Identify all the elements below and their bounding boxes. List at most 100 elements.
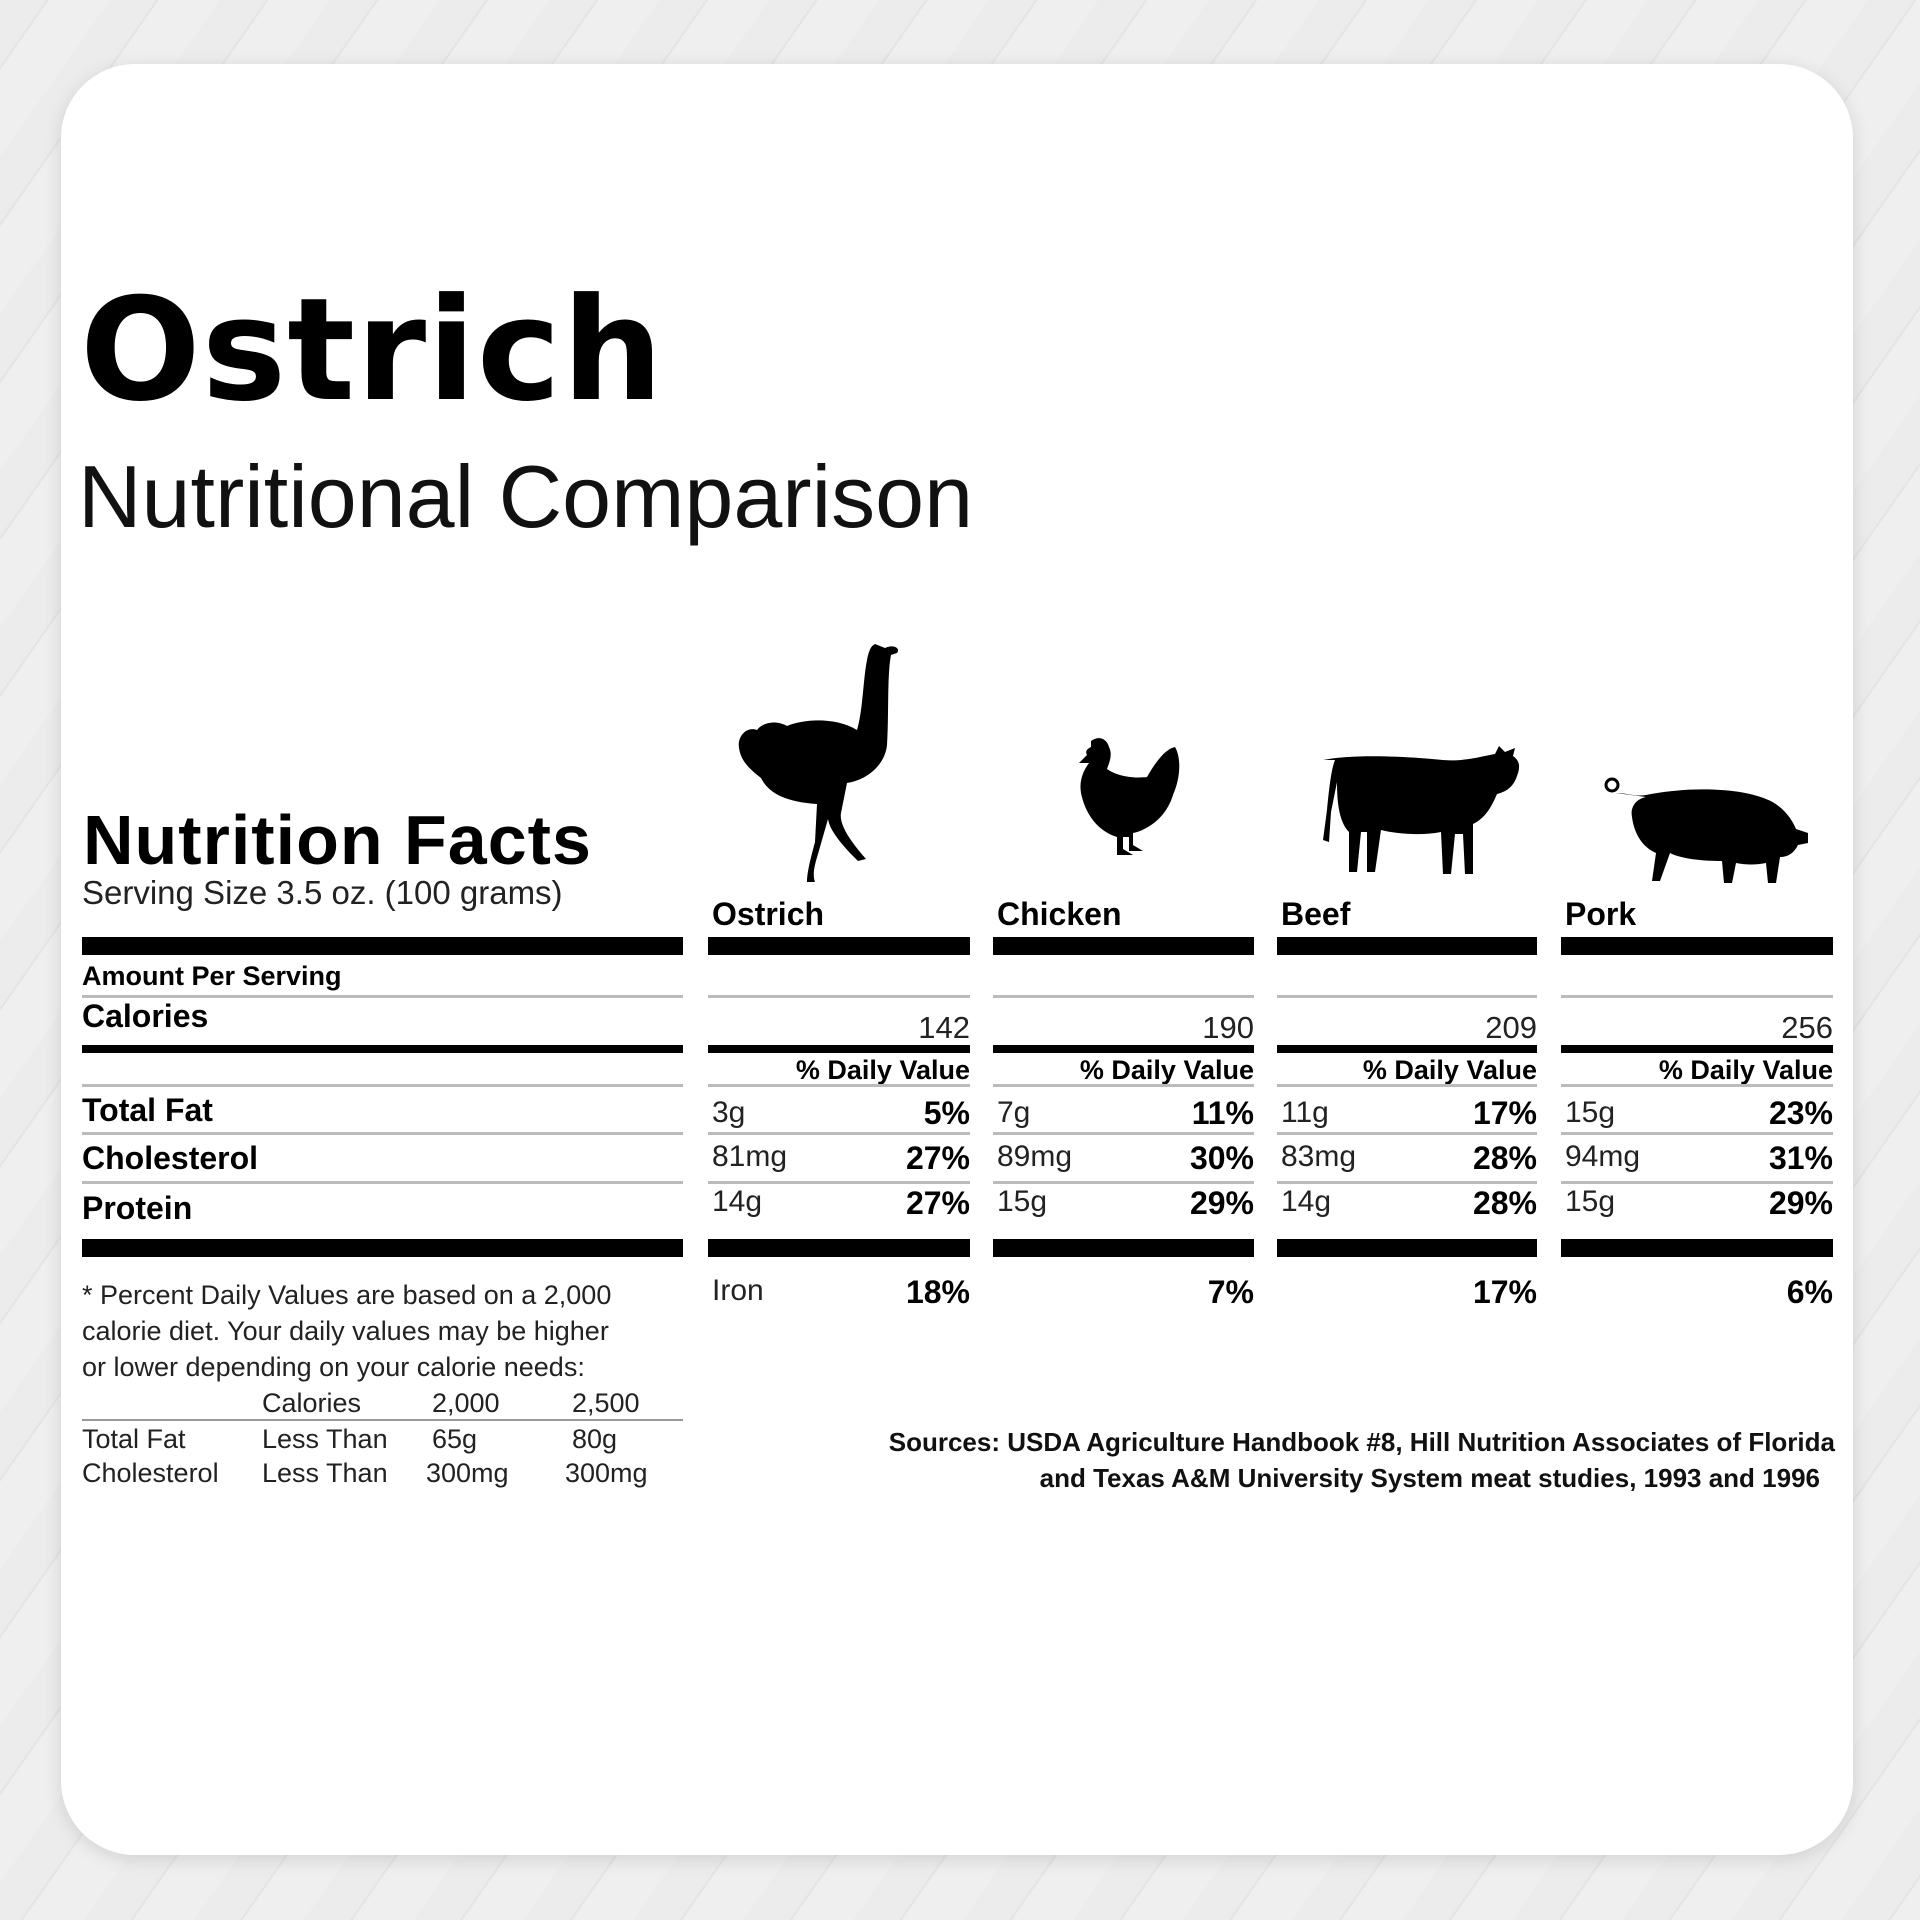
cholesterol-amount: 89mg xyxy=(997,1140,1073,1173)
total-fat-percent: 23% xyxy=(1768,1095,1833,1131)
cholesterol-percent: 28% xyxy=(1472,1140,1537,1176)
column-header: Chicken xyxy=(997,896,1122,932)
divider-medium xyxy=(1277,1045,1537,1053)
cholesterol-percent: 30% xyxy=(1189,1140,1254,1176)
divider xyxy=(1561,1084,1833,1087)
calories-value: 190 xyxy=(1202,1010,1254,1045)
row-label-total-fat: Total Fat xyxy=(82,1092,213,1128)
dv-table-cell: Less Than xyxy=(262,1458,388,1488)
column-pork: Pork 256 % Daily Value 15g 23% 94mg 31% … xyxy=(1561,0,1833,1920)
divider xyxy=(82,1084,683,1087)
iron-percent: 17% xyxy=(1472,1274,1537,1310)
divider xyxy=(708,1084,970,1087)
sources-line: and Texas A&M University System meat stu… xyxy=(1039,1463,1820,1493)
divider-thick xyxy=(993,937,1254,955)
divider xyxy=(1561,995,1833,998)
daily-value-label: % Daily Value xyxy=(1658,1055,1833,1085)
divider xyxy=(1277,995,1537,998)
dv-table-cell: 65g xyxy=(432,1424,478,1454)
dv-table-cell: Total Fat xyxy=(82,1424,186,1454)
protein-percent: 27% xyxy=(905,1185,970,1221)
cow-icon xyxy=(1323,746,1520,874)
footnote-line: * Percent Daily Values are based on a 2,… xyxy=(82,1280,612,1310)
divider-thick xyxy=(1561,1239,1833,1257)
protein-amount: 14g xyxy=(712,1185,763,1218)
divider-thick xyxy=(708,937,970,955)
dv-table-cell: 80g xyxy=(572,1424,618,1454)
serving-size: Serving Size 3.5 oz. (100 grams) xyxy=(82,874,563,911)
protein-percent: 29% xyxy=(1189,1185,1254,1221)
cholesterol-percent: 27% xyxy=(905,1140,970,1176)
total-fat-amount: 11g xyxy=(1281,1096,1329,1129)
row-label-calories: Calories xyxy=(82,998,209,1034)
daily-value-label: % Daily Value xyxy=(1362,1055,1537,1085)
sources-line: Sources: USDA Agriculture Handbook #8, H… xyxy=(888,1427,1835,1457)
total-fat-percent: 11% xyxy=(1191,1095,1254,1131)
divider-thick xyxy=(82,937,683,955)
divider xyxy=(82,1181,683,1184)
divider-thick xyxy=(1277,937,1537,955)
divider-thick xyxy=(708,1239,970,1257)
cholesterol-amount: 81mg xyxy=(712,1140,788,1173)
divider-medium xyxy=(708,1045,970,1053)
card xyxy=(61,64,1853,1855)
column-header: Ostrich xyxy=(712,896,825,932)
dv-table-cell: Less Than xyxy=(262,1424,388,1454)
calories-value: 142 xyxy=(918,1010,970,1045)
row-label-protein: Protein xyxy=(82,1190,193,1226)
divider xyxy=(993,1132,1254,1135)
protein-amount: 15g xyxy=(1565,1185,1616,1218)
dv-table-header: 2,500 xyxy=(572,1388,640,1418)
divider xyxy=(708,1132,970,1135)
total-fat-percent: 17% xyxy=(1472,1095,1537,1131)
divider xyxy=(1561,1181,1833,1184)
divider-medium xyxy=(82,1045,683,1053)
divider-thick xyxy=(1561,937,1833,955)
divider xyxy=(82,1132,683,1135)
row-label-cholesterol: Cholesterol xyxy=(82,1140,259,1176)
divider-thick xyxy=(82,1239,683,1257)
cholesterol-amount: 94mg xyxy=(1565,1140,1641,1173)
divider xyxy=(1561,1132,1833,1135)
total-fat-amount: 7g xyxy=(997,1096,1031,1129)
total-fat-amount: 3g xyxy=(712,1096,746,1129)
divider xyxy=(993,995,1254,998)
page-subtitle: Nutritional Comparison xyxy=(78,447,974,546)
column-header: Pork xyxy=(1565,896,1637,932)
calories-value: 209 xyxy=(1485,1010,1537,1045)
dv-table-cell: 300mg xyxy=(565,1458,648,1488)
footnote-line: calorie diet. Your daily values may be h… xyxy=(82,1316,609,1346)
pig-icon xyxy=(1604,777,1808,883)
divider-medium xyxy=(1561,1045,1833,1053)
iron-label: Iron xyxy=(712,1274,764,1307)
column-header: Beef xyxy=(1281,896,1351,932)
total-fat-percent: 5% xyxy=(923,1095,970,1131)
divider-medium xyxy=(993,1045,1254,1053)
divider xyxy=(1277,1084,1537,1087)
divider xyxy=(708,995,970,998)
dv-table-header: 2,000 xyxy=(432,1388,500,1418)
divider-thick xyxy=(993,1239,1254,1257)
divider xyxy=(708,1181,970,1184)
protein-percent: 28% xyxy=(1472,1185,1537,1221)
column-chicken: Chicken 190 % Daily Value 7g 11% 89mg 30… xyxy=(993,0,1254,1920)
daily-value-label: % Daily Value xyxy=(795,1055,970,1085)
footnote-line: or lower depending on your calorie needs… xyxy=(82,1352,585,1382)
nutrition-facts-title: Nutrition Facts xyxy=(83,801,592,879)
dv-table-header: Calories xyxy=(262,1388,362,1418)
chicken-icon xyxy=(1079,738,1180,855)
column-beef: Beef 209 % Daily Value 11g 17% 83mg 28% … xyxy=(1277,0,1537,1920)
dv-table-cell: Cholesterol xyxy=(82,1458,219,1488)
protein-amount: 15g xyxy=(997,1185,1048,1218)
iron-percent: 18% xyxy=(905,1274,970,1310)
divider xyxy=(993,1181,1254,1184)
calories-value: 256 xyxy=(1781,1010,1833,1045)
divider xyxy=(1277,1132,1537,1135)
protein-amount: 14g xyxy=(1281,1185,1332,1218)
divider xyxy=(1277,1181,1537,1184)
ostrich-icon xyxy=(738,644,899,882)
protein-percent: 29% xyxy=(1768,1185,1833,1221)
daily-value-label: % Daily Value xyxy=(1079,1055,1254,1085)
divider xyxy=(993,1084,1254,1087)
divider xyxy=(82,1419,683,1421)
